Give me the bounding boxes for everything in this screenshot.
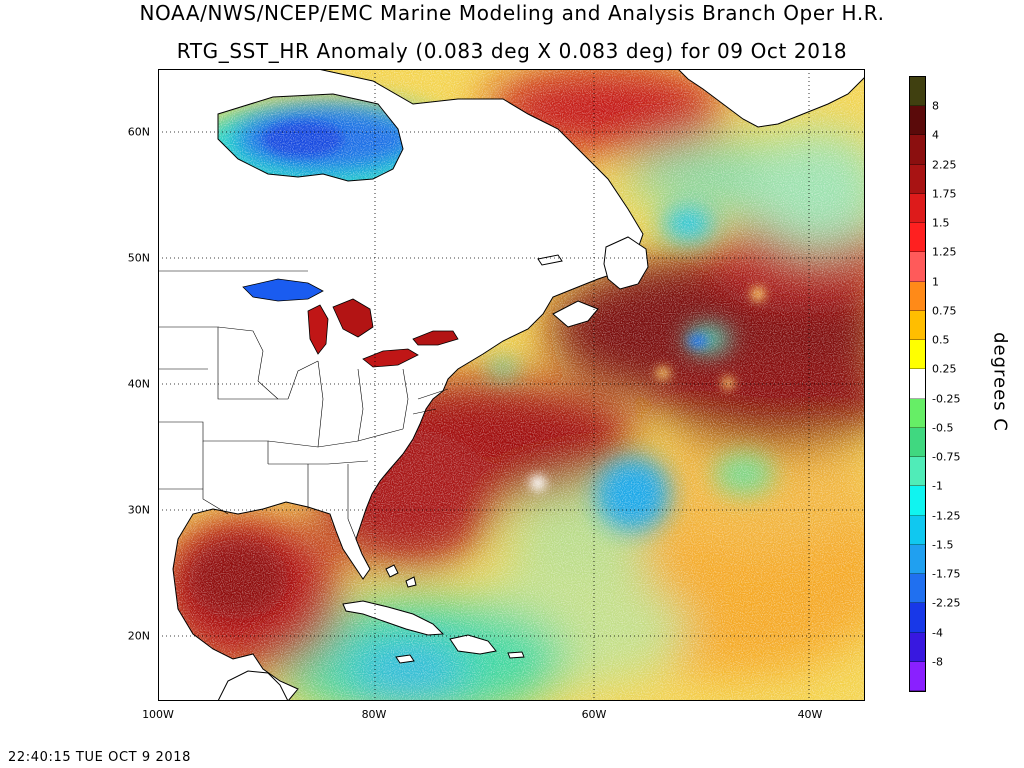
colorbar-swatch xyxy=(910,252,925,282)
colorbar-swatch xyxy=(910,603,925,633)
colorbar-swatch xyxy=(910,661,925,691)
colorbar-tick-label: -0.75 xyxy=(932,450,961,464)
colorbar-tick-label: 1.25 xyxy=(932,245,957,259)
colorbar-unit-label: degrees C xyxy=(989,332,1011,432)
y-tick-label: 20N xyxy=(127,629,150,643)
colorbar-swatch xyxy=(910,515,925,545)
colorbar-tick-label: 4 xyxy=(932,128,939,142)
colorbar-tick-label: -4 xyxy=(932,626,943,640)
great-lakes xyxy=(242,278,459,368)
x-tick-label: 100W xyxy=(142,708,174,721)
colorbar-swatch xyxy=(910,486,925,516)
colorbar-tick-label: -2.25 xyxy=(932,596,961,610)
colorbar-swatch xyxy=(910,369,925,399)
sst-anomaly-map xyxy=(158,69,865,701)
colorbar-tick-label: 0.75 xyxy=(932,304,957,318)
y-tick-label: 50N xyxy=(127,251,150,265)
colorbar xyxy=(909,76,926,692)
colorbar-swatch xyxy=(910,281,925,311)
colorbar-tick-label: -1 xyxy=(932,479,943,493)
colorbar-tick-label: -8 xyxy=(932,655,943,669)
colorbar-swatch xyxy=(910,574,925,604)
y-tick-label: 30N xyxy=(127,503,150,517)
colorbar-tick-label: -1.75 xyxy=(932,567,961,581)
colorbar-swatch xyxy=(910,457,925,487)
colorbar-swatch xyxy=(910,106,925,136)
colorbar-tick-label: 0.5 xyxy=(932,333,950,347)
sst-anomaly-field xyxy=(158,69,865,701)
land-masses xyxy=(158,69,865,701)
colorbar-tick-label: -1.25 xyxy=(932,509,961,523)
colorbar-swatch xyxy=(910,193,925,224)
colorbar-tick-label: 1 xyxy=(932,275,939,289)
colorbar-swatch xyxy=(910,135,925,165)
colorbar-tick-label: 0.25 xyxy=(932,362,957,376)
y-tick-label: 40N xyxy=(127,377,150,391)
colorbar-tick-label: -0.5 xyxy=(932,421,954,435)
x-tick-label: 60W xyxy=(581,708,607,721)
colorbar-tick-label: 1.75 xyxy=(932,187,957,201)
colorbar-swatch xyxy=(910,544,925,575)
colorbar-tick-label: 1.5 xyxy=(932,216,950,230)
timestamp: 22:40:15 TUE OCT 9 2018 xyxy=(8,750,191,765)
colorbar-swatch xyxy=(910,427,925,458)
colorbar-swatch xyxy=(910,398,925,428)
colorbar-tick-label: -0.25 xyxy=(932,392,961,406)
x-tick-label: 80W xyxy=(361,708,387,721)
map-title-line2: RTG_SST_HR Anomaly (0.083 deg X 0.083 de… xyxy=(176,39,848,63)
x-tick-label: 40W xyxy=(797,708,823,721)
colorbar-swatch xyxy=(910,77,925,107)
colorbar-swatch xyxy=(910,632,925,662)
colorbar-tick-label: -1.5 xyxy=(932,538,954,552)
colorbar-tick-label: 2.25 xyxy=(932,158,957,172)
y-tick-label: 60N xyxy=(127,125,150,139)
colorbar-swatch xyxy=(910,340,925,370)
map-title-line1: NOAA/NWS/NCEP/EMC Marine Modeling and An… xyxy=(139,1,885,25)
colorbar-tick-label: 8 xyxy=(932,99,939,113)
colorbar-swatch xyxy=(910,164,925,194)
colorbar-swatch xyxy=(910,223,925,253)
political-boundaries xyxy=(158,270,449,540)
graticule xyxy=(158,69,865,701)
colorbar-swatch xyxy=(910,310,925,341)
